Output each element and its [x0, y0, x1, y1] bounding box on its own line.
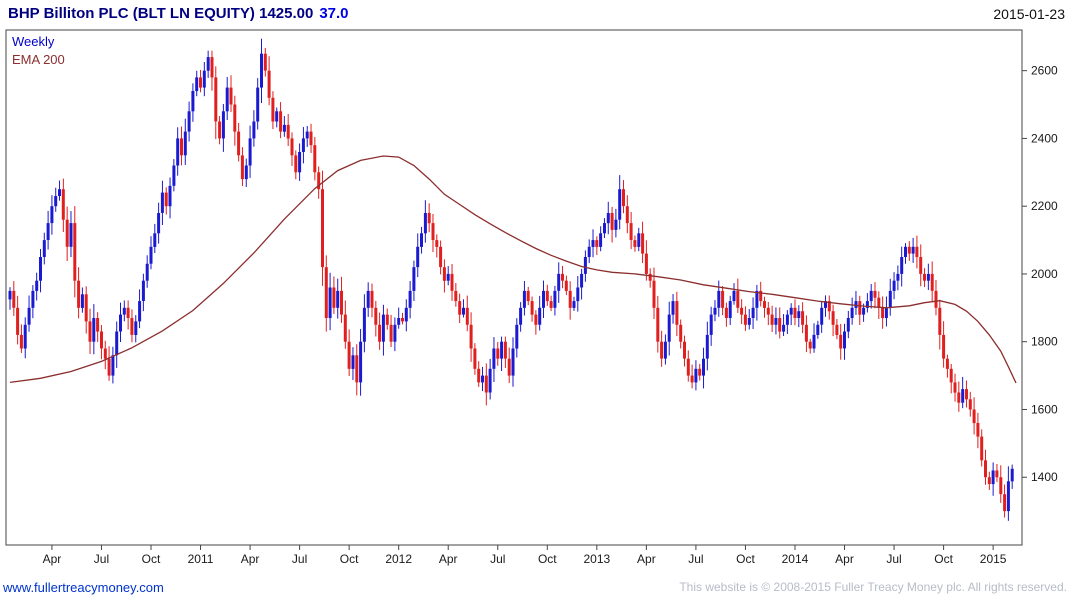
svg-text:Jul: Jul	[688, 552, 703, 566]
svg-text:Oct: Oct	[340, 552, 359, 566]
svg-text:2015: 2015	[980, 552, 1007, 566]
svg-text:2400: 2400	[1031, 131, 1058, 145]
svg-text:1800: 1800	[1031, 335, 1058, 349]
svg-text:Oct: Oct	[538, 552, 557, 566]
copyright-text: This website is © 2008-2015 Fuller Treac…	[679, 580, 1067, 594]
svg-text:2200: 2200	[1031, 199, 1058, 213]
svg-text:Jul: Jul	[94, 552, 109, 566]
legend-weekly-label: Weekly	[12, 34, 55, 49]
svg-text:1400: 1400	[1031, 470, 1058, 484]
svg-text:Oct: Oct	[736, 552, 755, 566]
chart-title: BHP Billiton PLC (BLT LN EQUITY) 1425.00…	[8, 5, 349, 22]
svg-text:Apr: Apr	[439, 552, 458, 566]
svg-text:Oct: Oct	[934, 552, 953, 566]
svg-text:Jul: Jul	[490, 552, 505, 566]
svg-text:2012: 2012	[385, 552, 412, 566]
svg-text:2600: 2600	[1031, 64, 1058, 78]
svg-text:2014: 2014	[782, 552, 809, 566]
svg-text:1600: 1600	[1031, 402, 1058, 416]
svg-text:Apr: Apr	[637, 552, 656, 566]
instrument-name-price: BHP Billiton PLC (BLT LN EQUITY) 1425.00	[8, 5, 314, 22]
legend: Weekly EMA 200	[12, 33, 65, 69]
price-change: 37.0	[319, 5, 349, 22]
chart-date: 2015-01-23	[993, 6, 1065, 22]
svg-text:2013: 2013	[583, 552, 610, 566]
svg-text:2000: 2000	[1031, 267, 1058, 281]
site-link[interactable]: www.fullertreacymoney.com	[3, 580, 164, 595]
svg-text:Jul: Jul	[292, 552, 307, 566]
svg-text:Apr: Apr	[241, 552, 260, 566]
legend-ema-label: EMA 200	[12, 52, 65, 67]
svg-text:Oct: Oct	[142, 552, 161, 566]
svg-text:Apr: Apr	[43, 552, 62, 566]
svg-text:2011: 2011	[188, 552, 214, 566]
svg-text:Jul: Jul	[886, 552, 901, 566]
svg-text:Apr: Apr	[835, 552, 854, 566]
